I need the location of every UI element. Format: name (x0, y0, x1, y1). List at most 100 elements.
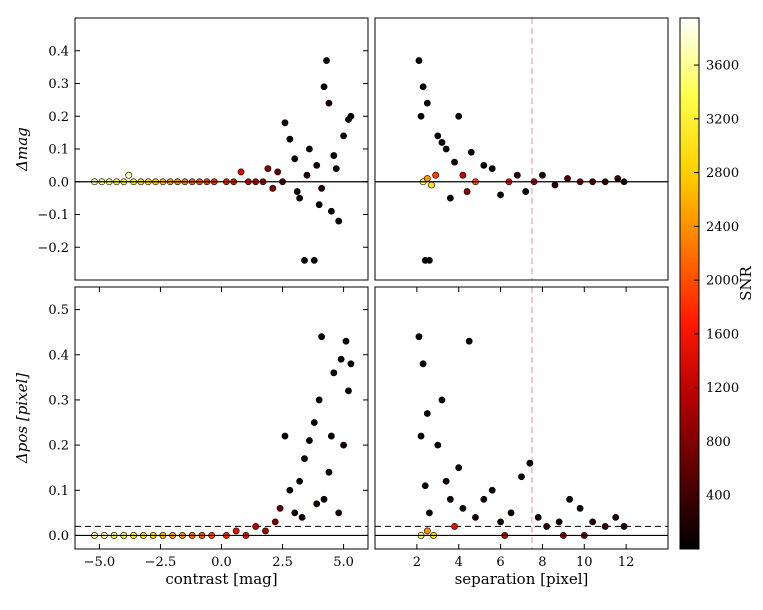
data-point (438, 139, 446, 146)
data-point (423, 410, 431, 417)
x-axis-label: contrast [mag] (165, 570, 277, 588)
points-top-right (415, 57, 628, 264)
data-point (232, 527, 240, 535)
data-point (488, 486, 496, 494)
panel-bottom-left: 0.0 0.1 0.2 0.3 0.4 0.5 −5.0 −2.5 0.0 2.5 5.0 contr… (13, 286, 369, 588)
data-point (320, 83, 328, 91)
data-point (426, 256, 433, 264)
data-point (262, 527, 269, 535)
data-point (534, 513, 542, 521)
points-bottom-right (415, 333, 628, 539)
data-point (276, 504, 284, 512)
data-point (551, 181, 559, 189)
data-point (459, 504, 467, 512)
data-point (269, 184, 277, 192)
data-point (446, 194, 454, 202)
data-point (612, 513, 620, 521)
data-point (291, 509, 299, 517)
data-point (264, 165, 272, 173)
axes-frame-top-left (74, 17, 369, 281)
data-point (340, 132, 347, 140)
data-point (301, 256, 308, 264)
data-point (451, 523, 458, 530)
data-point (601, 523, 609, 530)
xtick-label: −2.5 (145, 555, 177, 570)
data-point (291, 155, 299, 163)
data-point (576, 504, 584, 512)
data-point (310, 256, 318, 264)
colorbar-tick-label: 1600 (706, 327, 739, 342)
data-point (522, 188, 530, 195)
data-point (423, 175, 431, 182)
data-point (451, 158, 458, 166)
data-point (434, 132, 442, 140)
colorbar: 400 800 1200 1600 2000 2400 2800 3200 3600 SNR (679, 17, 755, 550)
data-point (286, 486, 294, 494)
ytick-label: 0.4 (48, 348, 69, 363)
data-point (620, 523, 628, 530)
data-point (480, 161, 488, 169)
data-point (497, 518, 504, 526)
data-point (281, 432, 289, 440)
data-point (301, 455, 308, 463)
ytick-label: 0.3 (48, 393, 69, 408)
ytick-label: 0.2 (48, 439, 69, 454)
data-point (320, 495, 328, 503)
data-point (318, 333, 326, 341)
data-point (330, 369, 338, 377)
data-point (347, 360, 355, 368)
ytick-label: 0.0 (48, 175, 69, 190)
xtick-label: 0.0 (211, 555, 232, 570)
data-point (281, 119, 289, 127)
data-point (345, 387, 352, 395)
ytick-label: −0.1 (37, 208, 69, 223)
axes-frame-top-right (374, 17, 669, 281)
data-point (271, 518, 279, 526)
data-point (513, 171, 521, 179)
y-axis-label: Δmag (13, 127, 31, 172)
data-point (323, 57, 330, 64)
xtick-label: 12 (618, 555, 635, 570)
data-point (467, 148, 475, 156)
data-point (497, 191, 504, 199)
data-point (614, 175, 622, 182)
data-point (518, 473, 525, 481)
data-point (555, 518, 563, 526)
data-point (296, 477, 304, 485)
xtick-label: 6 (496, 555, 504, 570)
data-point (305, 437, 313, 444)
data-point (428, 181, 435, 189)
data-point (446, 495, 454, 503)
data-point (442, 477, 450, 485)
y-axis-label: Δpos [pixel] (13, 373, 31, 464)
colorbar-tick-label: 3600 (706, 59, 739, 74)
data-point (342, 337, 350, 345)
data-point (237, 168, 245, 176)
panels: −0.2−0.10.00.10.20.30.4Δmag0.00.10.20.30… (13, 17, 669, 588)
data-point (543, 523, 551, 530)
ytick-label: 0.1 (48, 143, 69, 158)
axes-frame-bottom-right (374, 286, 669, 550)
data-point (539, 171, 546, 179)
colorbar-gradient (680, 18, 699, 549)
data-point (315, 201, 323, 209)
colorbar-tick-label: 800 (706, 435, 731, 450)
data-point (274, 168, 282, 176)
data-point (455, 464, 463, 472)
colorbar-tick-label: 3200 (706, 112, 739, 127)
data-point (325, 468, 333, 476)
points-bottom-left (91, 333, 355, 539)
ytick-label: −0.2 (37, 241, 69, 256)
data-point (298, 513, 306, 521)
data-point (417, 112, 425, 120)
panel-bottom-right: 2 4 6 8 10 12 separation [pixel] (374, 286, 669, 588)
data-point (526, 459, 534, 467)
data-point (337, 355, 345, 363)
data-point (330, 152, 338, 159)
ytick-label: 0.0 (48, 529, 69, 544)
colorbar-tick-label: 1200 (706, 381, 739, 396)
data-point (488, 165, 496, 173)
data-point (305, 145, 313, 153)
panel-top-left: −0.2 −0.1 0.0 0.1 0.2 0.3 0.4 Δmag (13, 17, 369, 281)
